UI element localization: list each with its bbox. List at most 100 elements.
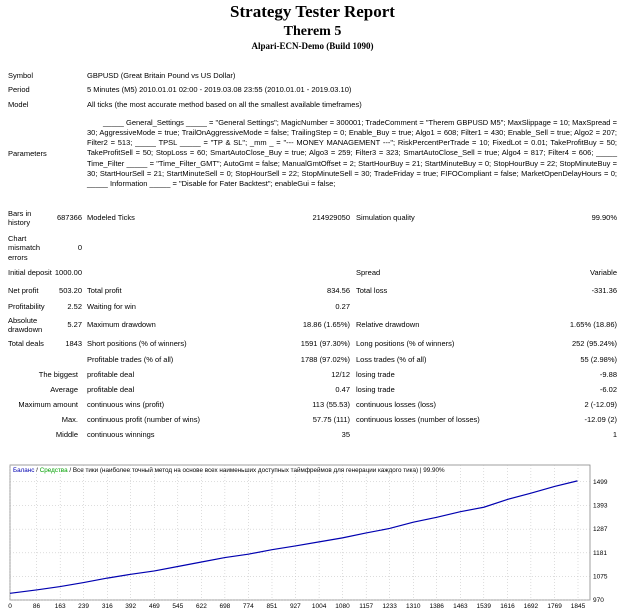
- row-spacer: [0, 315, 8, 335]
- legend-equity: Средства: [40, 467, 68, 474]
- stat-value: 1000.00: [54, 268, 82, 278]
- legend-separator: /: [68, 467, 73, 474]
- y-tick-label: 1499: [593, 479, 608, 486]
- stat-label2: Maximum drawdown: [87, 320, 156, 330]
- stat-value3: Variable: [590, 268, 617, 278]
- row-spacer: [0, 233, 8, 263]
- stat-label3: continuous losses (loss): [356, 399, 437, 409]
- stat-value3: 99.90%: [591, 213, 617, 223]
- x-tick-label: 1310: [406, 603, 421, 610]
- stat-label: Middle: [55, 429, 78, 439]
- stat-value2: 214929050: [312, 213, 350, 223]
- stat-label2: continuous winnings: [87, 429, 155, 439]
- stat-label3: Long positions (% of winners): [356, 338, 455, 348]
- stat-label3: Simulation quality: [356, 213, 415, 223]
- stat-label: Chart mismatch errors: [8, 233, 41, 262]
- stat-value: 1843: [65, 338, 82, 348]
- x-tick-label: 163: [55, 603, 66, 610]
- y-tick-label: 1393: [593, 502, 608, 509]
- info-value: 5 Minutes (M5) 2010.01.01 02:00 - 2019.0…: [87, 85, 352, 95]
- x-tick-label: 1463: [453, 603, 468, 610]
- stat-value2: 0.47: [335, 384, 350, 394]
- x-tick-label: 774: [243, 603, 254, 610]
- stat-label3: continuous losses (number of losses): [356, 414, 480, 424]
- stat-value3: 2 (-12.09): [584, 399, 617, 409]
- stat-value: 503.20: [59, 286, 82, 296]
- y-tick-label: 1287: [593, 526, 608, 533]
- stat-value3: -6.02: [599, 384, 617, 394]
- expert-name: Therem 5: [283, 24, 342, 39]
- x-tick-label: 1157: [359, 603, 373, 610]
- x-tick-label: 1004: [312, 603, 327, 610]
- x-tick-label: 698: [219, 603, 230, 610]
- x-tick-label: 1386: [429, 603, 444, 610]
- x-tick-label: 927: [290, 603, 301, 610]
- stat-label: Profitability: [8, 302, 45, 312]
- x-tick-label: 1769: [547, 603, 562, 610]
- stat-label3: Total loss: [356, 286, 388, 296]
- stat-label3: losing trade: [356, 369, 395, 379]
- info-label: Parameters: [8, 149, 47, 159]
- info-value: All ticks (the most accurate method base…: [87, 99, 362, 109]
- x-tick-label: 239: [78, 603, 89, 610]
- info-value: _____ General_Settings _____ = "General …: [87, 117, 617, 189]
- stat-label2: Profitable trades (% of all): [87, 354, 174, 364]
- legend-balance: Баланс: [13, 467, 34, 474]
- balance-chart: Баланс / Средства / Все тики (наиболее т…: [8, 464, 608, 610]
- info-row: Symbol GBPUSD (Great Britain Pound vs US …: [0, 68, 625, 83]
- row-spacer: [0, 397, 8, 412]
- plot-frame: [9, 464, 591, 601]
- stat-value3: -331.36: [591, 286, 617, 296]
- info-row: Parameters _____ General_Settings _____ =…: [0, 112, 625, 196]
- chart-legend: Баланс / Средства / Все тики (наиболее т…: [13, 466, 445, 474]
- row-spacer: [0, 263, 8, 283]
- stat-value3: -12.09 (2): [584, 414, 617, 424]
- info-section: Symbol GBPUSD (Great Britain Pound vs US …: [0, 68, 625, 196]
- stat-label2: continuous wins (profit): [87, 399, 165, 409]
- stat-value2: 1788 (97.02%): [300, 354, 350, 364]
- x-tick-label: 545: [172, 603, 183, 610]
- stat-value: 5.27: [67, 320, 82, 330]
- row-spacer: [0, 412, 8, 427]
- x-tick-label: 316: [102, 603, 113, 610]
- stat-label2: continuous profit (number of wins): [87, 414, 200, 424]
- row-spacer: [0, 367, 8, 382]
- stat-value3: 1: [612, 429, 617, 439]
- row-spacer: [0, 352, 8, 367]
- legend-separator: /: [34, 467, 39, 474]
- stat-label: The biggest: [38, 369, 78, 379]
- balance-line: [9, 480, 578, 594]
- server-name: Alpari-ECN-Demo (Build 1090): [251, 41, 374, 51]
- stat-label: Maximum amount: [18, 399, 78, 409]
- stat-label2: Modeled Ticks: [87, 213, 135, 223]
- info-label: Period: [8, 85, 30, 95]
- y-tick-label: 1075: [593, 574, 608, 581]
- x-tick-label: 622: [196, 603, 207, 610]
- stat-value3: 252 (95.24%): [571, 338, 617, 348]
- stat-value2: 18.86 (1.65%): [302, 320, 350, 330]
- stat-label: Initial deposit: [8, 268, 52, 278]
- stat-value: 687366: [56, 213, 82, 223]
- stat-label3: Relative drawdown: [356, 320, 420, 330]
- stat-value3: 1.65% (18.86): [569, 320, 617, 330]
- stat-value2: 1591 (97.30%): [300, 338, 350, 348]
- chart-subtitle: Все тики (наиболее точный метод на основ…: [73, 466, 445, 474]
- stat-label2: Short positions (% of winners): [87, 338, 187, 348]
- info-label: Model: [8, 99, 29, 109]
- stat-label: Net profit: [8, 286, 39, 296]
- stat-value: 2.52: [67, 302, 82, 312]
- stat-label: Max.: [61, 414, 78, 424]
- stat-label3: losing trade: [356, 384, 395, 394]
- report-title: Strategy Tester Report: [230, 2, 395, 21]
- y-tick-label: 1181: [593, 550, 607, 557]
- row-spacer: [0, 299, 8, 315]
- x-tick-label: 86: [33, 603, 41, 610]
- row-spacer: [0, 335, 8, 352]
- stat-value2: 57.75 (111): [312, 414, 350, 424]
- stat-label3: Loss trades (% of all): [356, 354, 427, 364]
- x-tick-label: 851: [267, 603, 278, 610]
- row-spacer: [0, 427, 8, 442]
- x-tick-label: 469: [149, 603, 160, 610]
- stat-value3: -9.88: [599, 369, 617, 379]
